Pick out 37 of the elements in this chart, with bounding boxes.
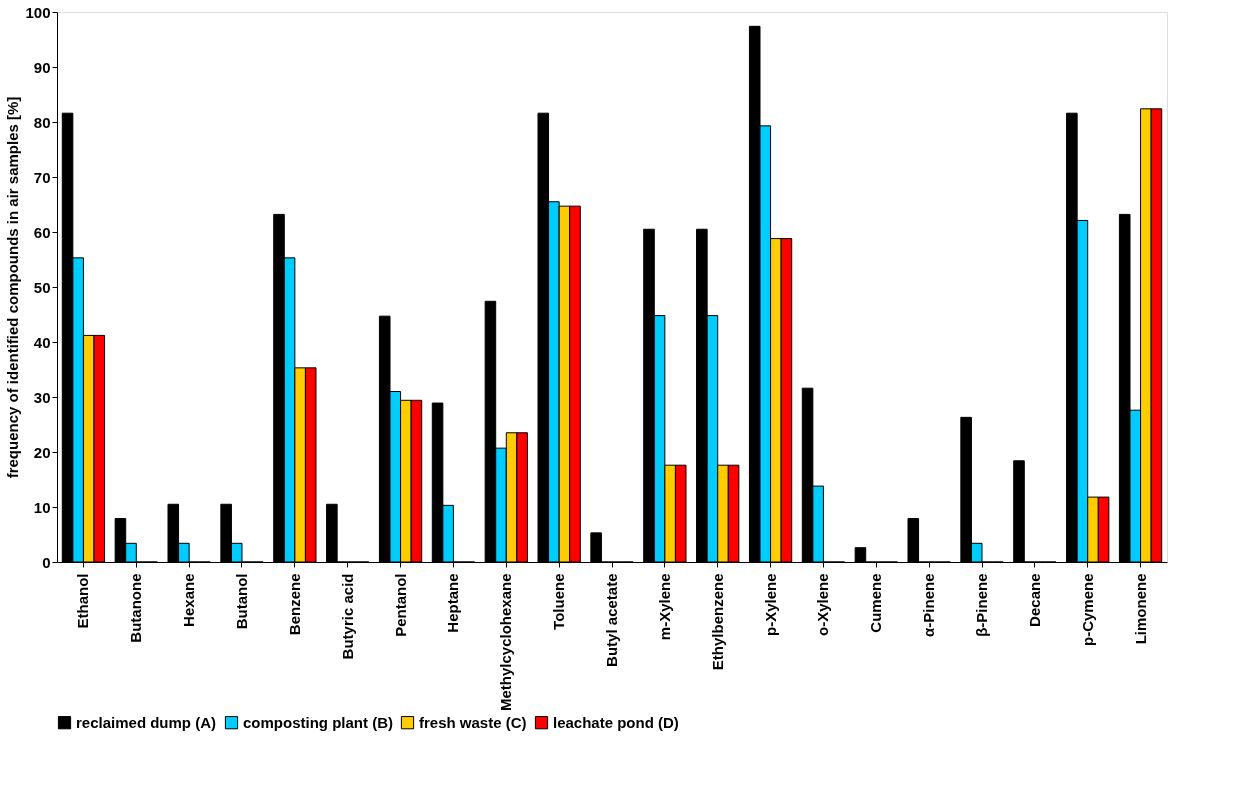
x-tick-label: β-Pinene bbox=[973, 573, 990, 637]
x-tick-label: Ethylbenzene bbox=[708, 573, 726, 671]
x-tick-label: Limonene bbox=[1131, 573, 1149, 645]
x-tick-label: m-Xylene bbox=[655, 573, 673, 641]
y-axis-title: frequency of identified compounds in air samples [%] bbox=[4, 96, 22, 479]
x-tick-label: Heptane bbox=[444, 573, 462, 633]
y-tick-label: 40 bbox=[33, 333, 51, 351]
y-tick-label: 10 bbox=[33, 498, 51, 516]
y-tick-label: 20 bbox=[33, 443, 51, 461]
x-tick-label: Butanol bbox=[233, 573, 250, 630]
y-tick-label: 90 bbox=[33, 58, 51, 76]
y-tick-label: 50 bbox=[33, 278, 51, 296]
x-tick-label: Methylcyclohexane bbox=[497, 573, 515, 712]
x-tick-label: Toluene bbox=[550, 573, 568, 630]
y-tick-label: 0 bbox=[42, 553, 51, 571]
x-tick-label: Cumene bbox=[867, 573, 885, 633]
legend-label: leachate pond (D) bbox=[553, 713, 679, 731]
x-tick-label: Benzene bbox=[285, 573, 303, 636]
y-tick-label: 80 bbox=[33, 113, 51, 131]
x-tick-label: Butyric acid bbox=[338, 573, 356, 660]
y-tick-label: 30 bbox=[33, 388, 51, 406]
x-tick-label: Decane bbox=[1025, 573, 1043, 627]
x-tick-label: Hexane bbox=[180, 573, 198, 627]
x-tick-label: p-Xylene bbox=[761, 573, 779, 637]
x-tick-label: Butyl acetate bbox=[603, 573, 620, 667]
y-tick-label: 70 bbox=[33, 168, 51, 186]
x-tick-label: o-Xylene bbox=[814, 573, 832, 637]
legend-label: fresh waste (C) bbox=[419, 713, 527, 731]
x-tick-label: Pentanol bbox=[391, 573, 409, 637]
x-tick-label: α-Pinene bbox=[920, 573, 938, 637]
legend-label: composting plant (B) bbox=[243, 713, 393, 731]
y-tick-label: 60 bbox=[33, 223, 51, 241]
x-tick-label: Butanone bbox=[127, 573, 145, 643]
legend-label: reclaimed dump (A) bbox=[76, 713, 217, 731]
x-tick-label: Ethanol bbox=[74, 573, 92, 629]
y-tick-label: 100 bbox=[25, 3, 51, 21]
x-tick-label: p-Cymene bbox=[1078, 573, 1096, 647]
